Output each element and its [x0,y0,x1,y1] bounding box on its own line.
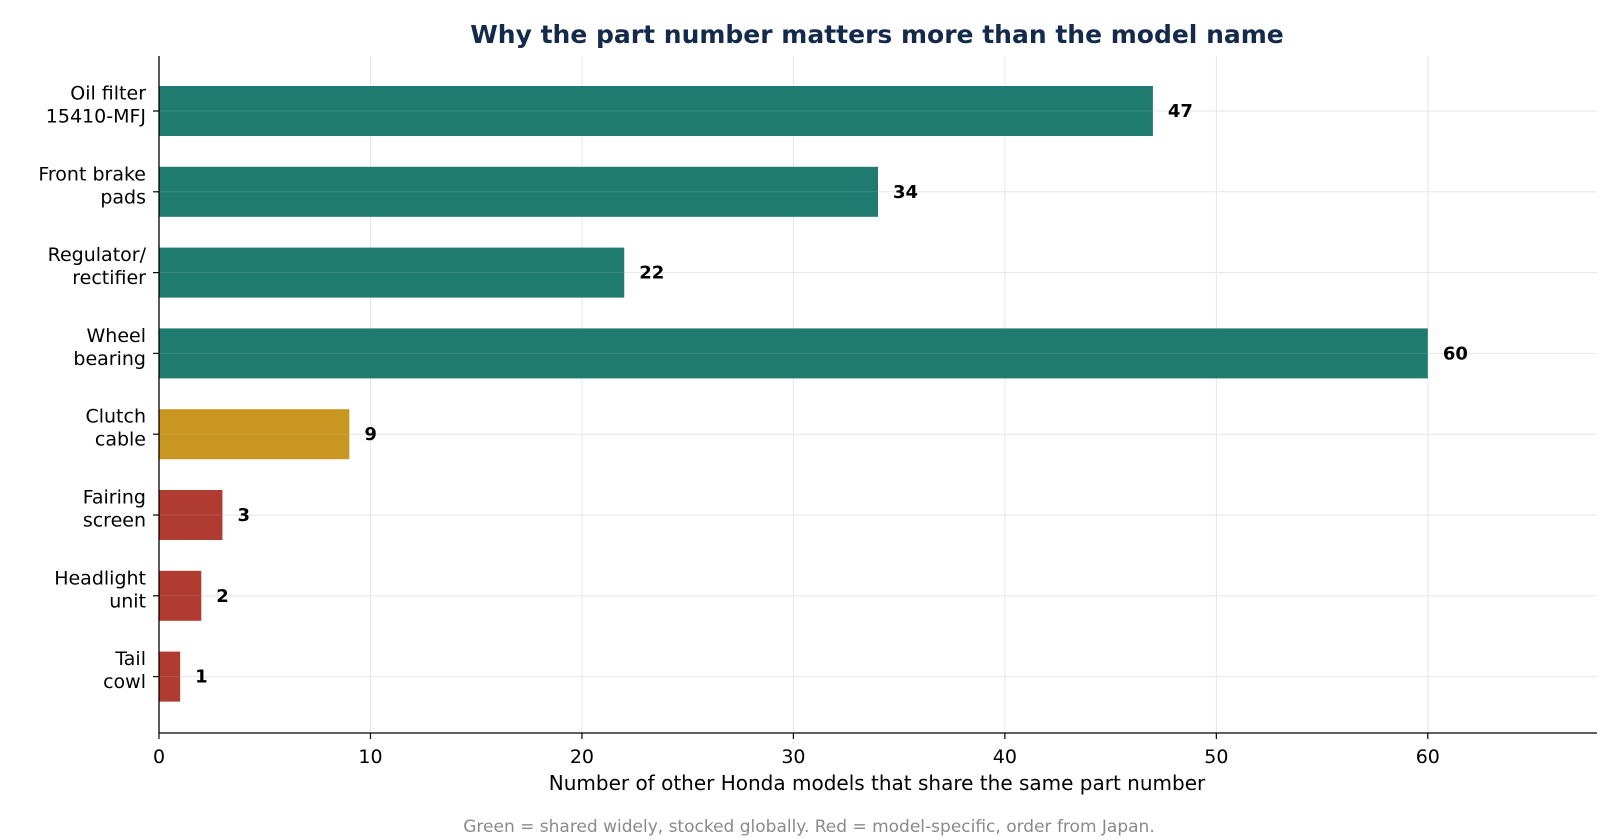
data-label: 60 [1443,343,1468,364]
x-tick-label: 10 [358,746,382,768]
x-axis-label: Number of other Honda models that share … [549,771,1206,795]
data-label: 47 [1168,101,1193,122]
bar [159,570,202,621]
y-tick-label: cable [95,429,146,451]
y-tick-label: cowl [103,671,146,693]
x-tick-label: 40 [993,746,1017,768]
y-tick-label: Clutch [85,406,146,428]
bar [159,328,1428,379]
y-tick-label: 15410-MFJ [46,106,146,128]
y-tick-label: screen [83,510,146,532]
footnote: Green = shared widely, stocked globally.… [463,817,1154,837]
y-tick-label: pads [100,186,146,208]
bars [159,86,1428,702]
data-label: 22 [639,263,664,284]
data-label: 2 [216,586,229,607]
x-tick-label: 30 [781,746,805,768]
chart-title: Why the part number matters more than th… [470,20,1284,49]
y-tick-label: Oil filter [70,83,146,105]
y-tick-label: Tail [114,648,146,670]
bar [159,247,625,298]
data-label: 1 [195,667,208,688]
y-tick-label: bearing [73,348,146,370]
x-tick-label: 50 [1204,746,1228,768]
y-tick-label: Front brake [38,163,146,185]
bar [159,490,223,540]
bar [159,651,181,702]
axes [158,56,1597,734]
y-tick-label: Headlight [54,567,146,589]
data-label: 9 [364,424,377,445]
data-label: 34 [893,182,918,203]
y-tick-label: Fairing [83,487,146,509]
x-tick-label: 0 [153,746,165,768]
x-tick-label: 20 [570,746,594,768]
y-tick-label: Regulator/ [48,244,147,266]
gridlines [159,56,1597,733]
bar [159,86,1153,136]
y-tick-label: rectifier [72,267,146,289]
y-tick-label: Wheel [87,325,147,347]
data-label: 3 [237,505,250,526]
x-tick-label: 60 [1416,746,1440,768]
y-tick-label: unit [109,590,146,612]
bar [159,409,350,460]
bar [159,166,878,217]
